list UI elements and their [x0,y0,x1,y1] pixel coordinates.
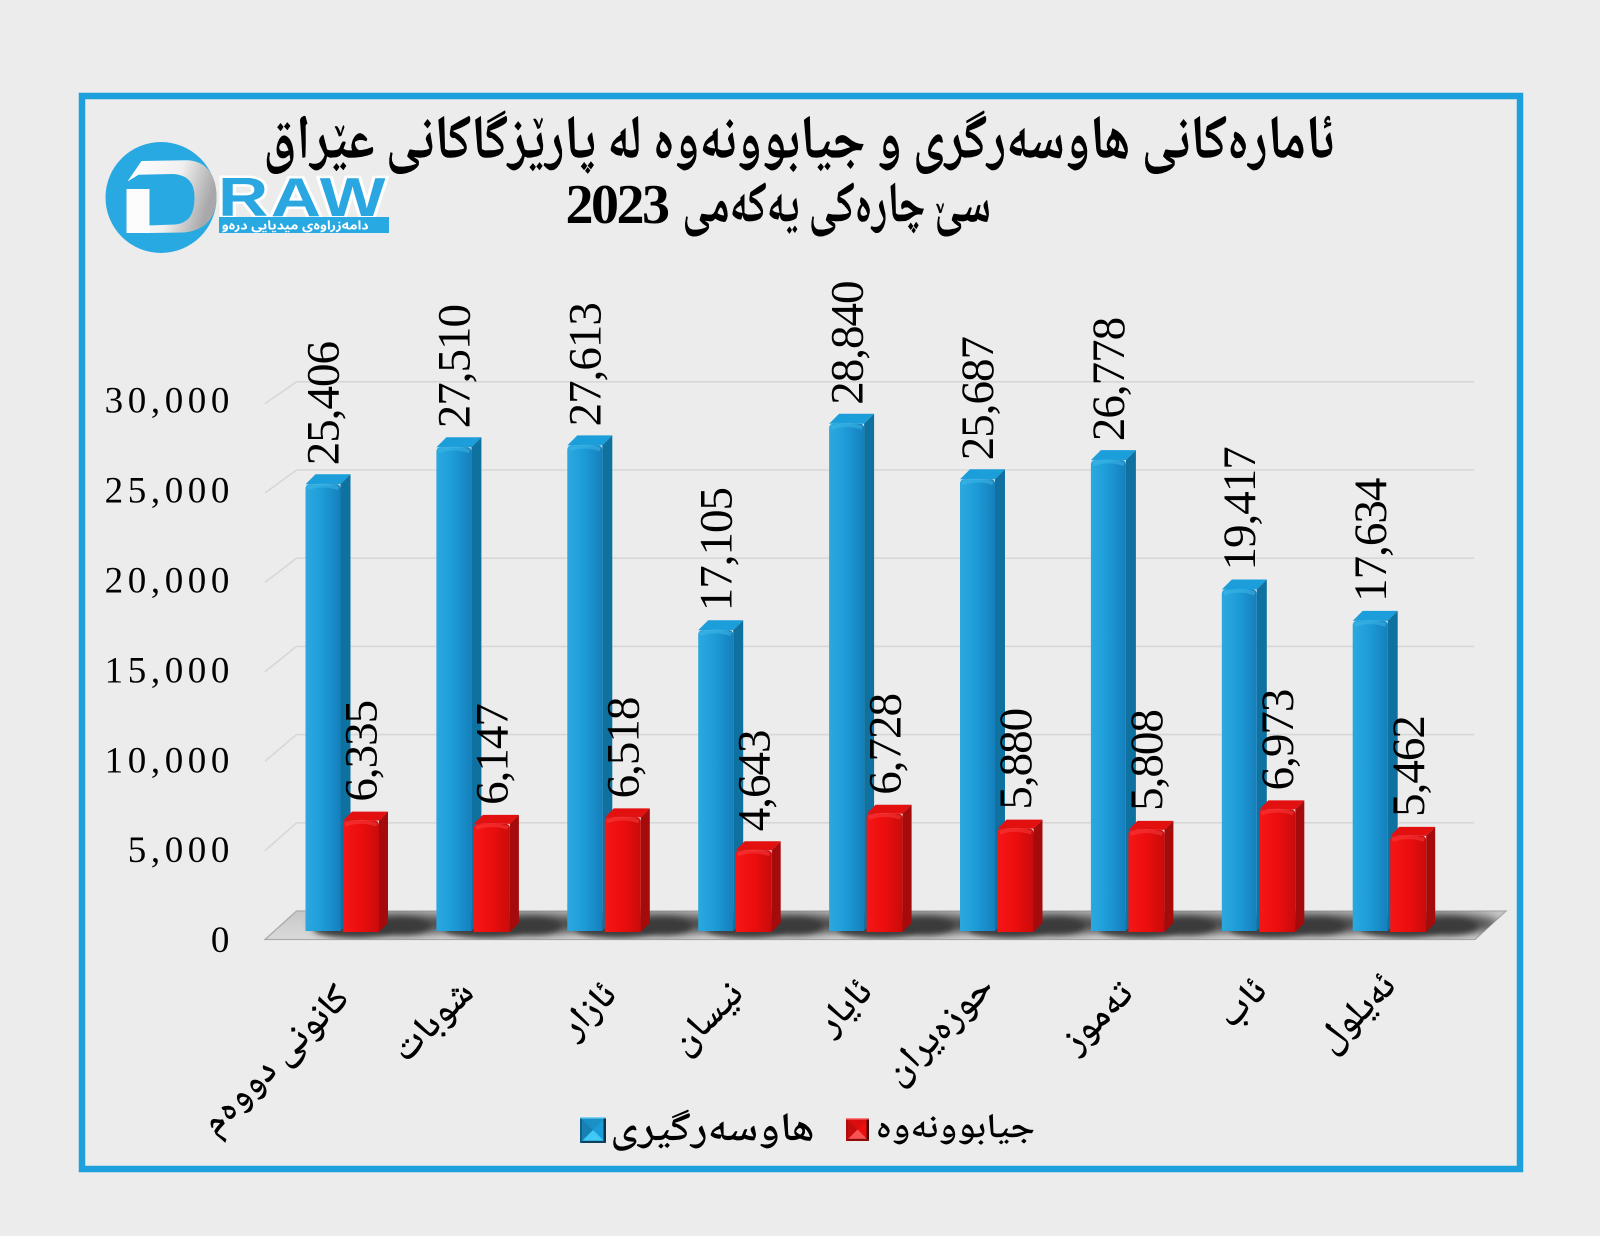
svg-text:27,510: 27,510 [429,305,481,428]
svg-text:20,000: 20,000 [105,560,234,601]
svg-text:25,687: 25,687 [952,337,1004,461]
svg-text:6,973: 6,973 [1252,690,1304,791]
svg-text:27,613: 27,613 [560,303,612,426]
svg-text:6,518: 6,518 [598,698,650,799]
svg-text:15,000: 15,000 [105,650,234,691]
svg-text:5,808: 5,808 [1121,710,1173,811]
svg-text:17,634: 17,634 [1345,478,1397,602]
svg-text:6,728: 6,728 [859,694,911,795]
svg-text:6,147: 6,147 [467,704,519,805]
svg-text:26,778: 26,778 [1083,318,1135,441]
svg-text:25,406: 25,406 [298,341,350,465]
svg-text:19,417: 19,417 [1214,447,1266,571]
svg-text:2023: 2023 [566,174,670,236]
svg-text:5,462: 5,462 [1383,716,1435,817]
svg-text:30,000: 30,000 [105,381,234,422]
svg-text:6,335: 6,335 [336,701,388,802]
svg-text:5,000: 5,000 [128,830,234,871]
svg-text:10,000: 10,000 [105,740,234,781]
svg-text:25,000: 25,000 [105,471,234,512]
svg-text:5,880: 5,880 [990,709,1042,810]
svg-text:4,643: 4,643 [728,731,780,832]
svg-text:17,105: 17,105 [690,488,742,611]
svg-text:0: 0 [211,920,234,961]
svg-text:28,840: 28,840 [821,282,873,405]
